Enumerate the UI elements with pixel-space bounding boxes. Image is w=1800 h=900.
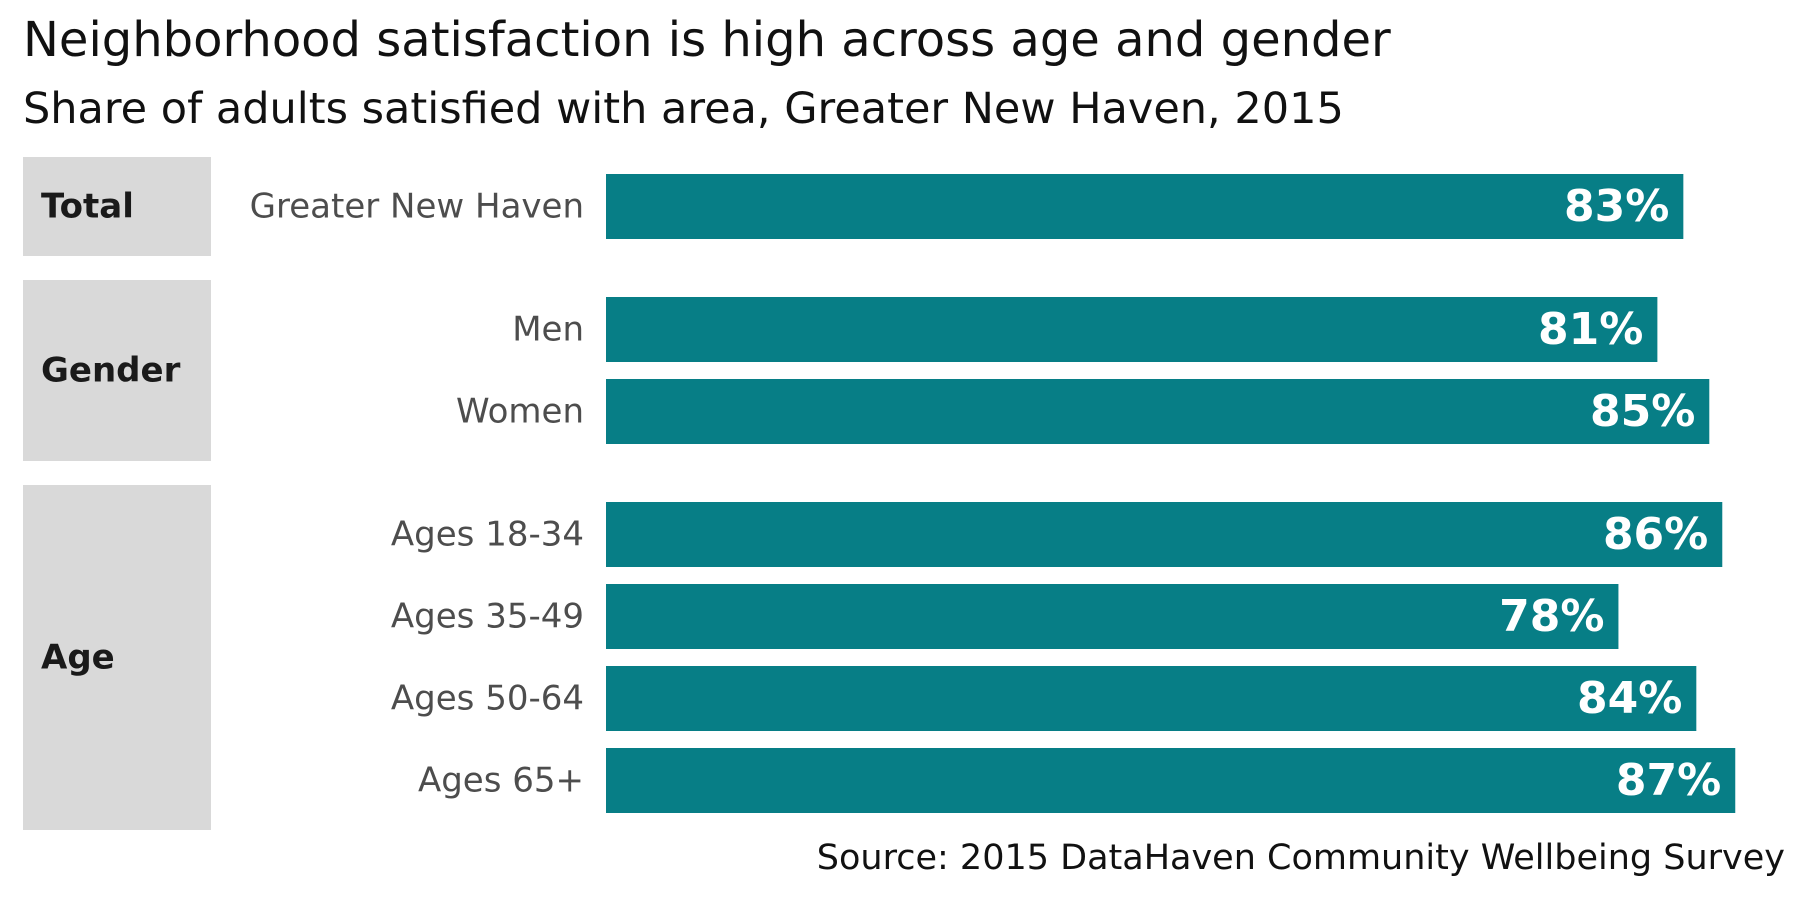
- category-label-women: Women: [456, 392, 584, 432]
- value-label-women: 85%: [1590, 386, 1695, 437]
- bar-ages-65: [606, 748, 1736, 813]
- category-label-ages-18-34: Ages 18-34: [391, 515, 584, 555]
- value-label-men: 81%: [1538, 304, 1643, 355]
- group-panel-total: [23, 157, 211, 256]
- category-label-men: Men: [512, 310, 584, 350]
- bar-greater-new-haven: [606, 174, 1684, 239]
- group-panel-age: [23, 485, 211, 830]
- group-panel-gender: [23, 280, 211, 461]
- category-label-ages-50-64: Ages 50-64: [391, 679, 584, 719]
- bar-ages-50-64: [606, 666, 1697, 731]
- value-label-ages-50-64: 84%: [1577, 673, 1682, 724]
- bar-women: [606, 379, 1710, 444]
- category-label-ages-65: Ages 65+: [418, 761, 584, 801]
- category-label-ages-35-49: Ages 35-49: [391, 597, 584, 637]
- source-note: Source: 2015 DataHaven Community Wellbei…: [816, 838, 1785, 878]
- value-label-ages-18-34: 86%: [1603, 509, 1708, 560]
- value-label-ages-35-49: 78%: [1499, 591, 1604, 642]
- bar-ages-35-49: [606, 584, 1619, 649]
- value-label-greater-new-haven: 83%: [1564, 181, 1669, 232]
- value-label-ages-65: 87%: [1616, 755, 1721, 806]
- group-label-total: Total: [41, 187, 134, 227]
- category-label-greater-new-haven: Greater New Haven: [250, 187, 584, 227]
- group-label-gender: Gender: [41, 351, 181, 391]
- chart-subtitle: Share of adults satisfied with area, Gre…: [23, 84, 1344, 134]
- group-label-age: Age: [41, 638, 115, 678]
- bar-ages-18-34: [606, 502, 1723, 567]
- bar-men: [606, 297, 1658, 362]
- chart-title: Neighborhood satisfaction is high across…: [23, 12, 1391, 68]
